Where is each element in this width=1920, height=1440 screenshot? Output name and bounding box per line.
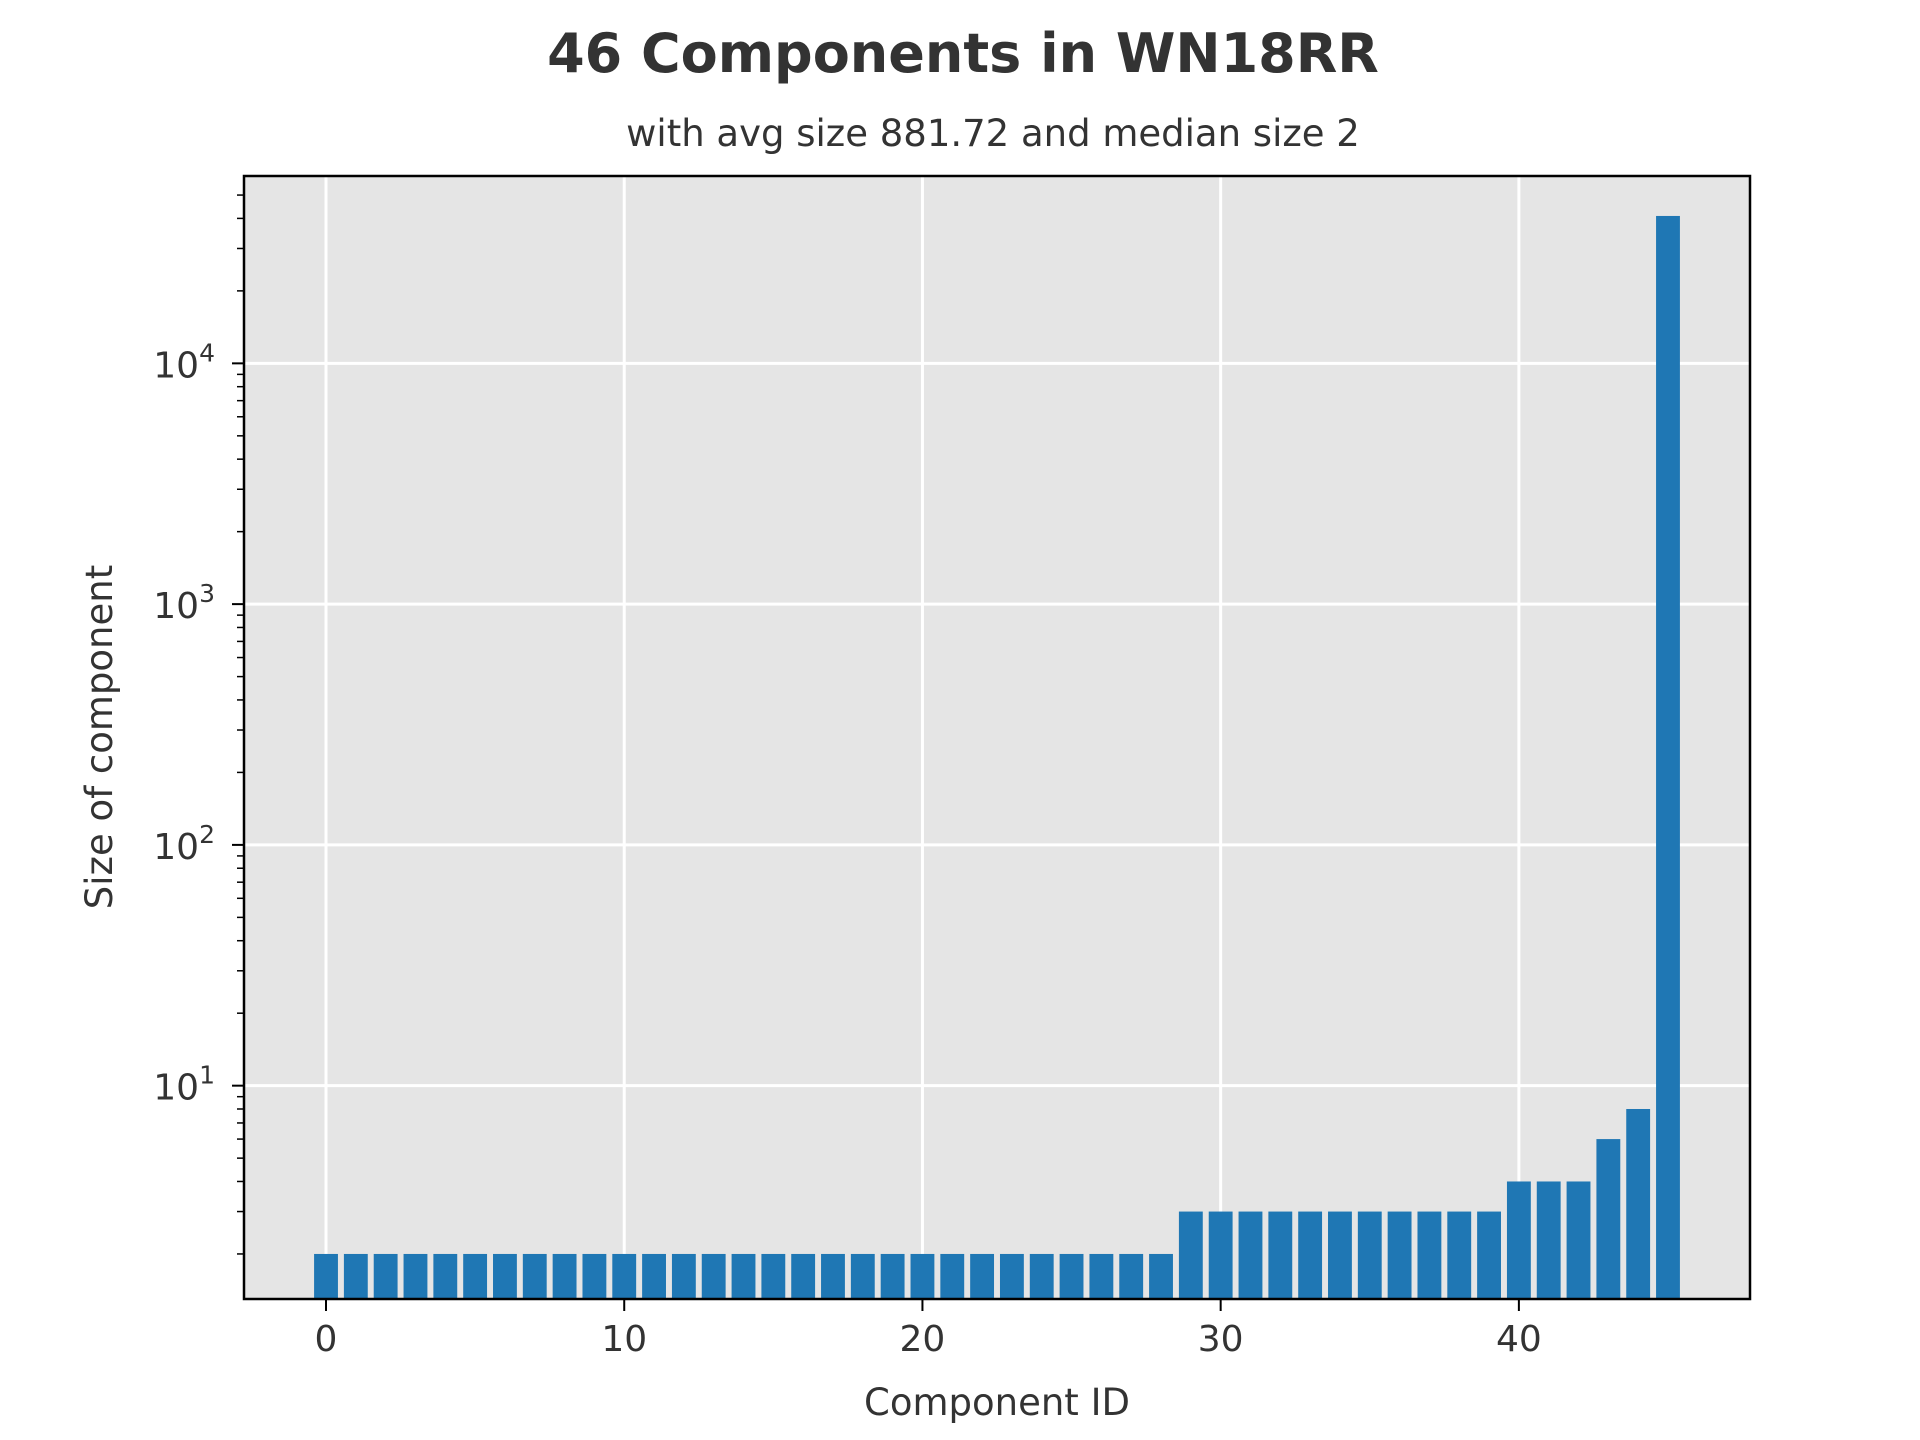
bar — [1208, 1211, 1233, 1299]
bar — [1238, 1211, 1263, 1299]
bar — [1447, 1211, 1472, 1299]
bar — [1477, 1211, 1501, 1299]
bar — [1029, 1253, 1054, 1299]
bar — [582, 1253, 607, 1299]
x-tick-label: 10 — [601, 1319, 647, 1360]
x-tick-label: 0 — [315, 1319, 338, 1360]
bar — [970, 1253, 995, 1299]
y-tick-label: 101 — [153, 1061, 215, 1109]
bar — [731, 1253, 756, 1299]
bar — [1328, 1211, 1352, 1299]
bar — [314, 1253, 338, 1299]
y-tick-label: 104 — [153, 338, 215, 386]
axis-ticks: 0 10 20 30 40 101 102 103 104 — [153, 194, 1542, 1360]
bar — [1566, 1181, 1591, 1299]
bar — [1149, 1253, 1173, 1299]
plot-area — [244, 176, 1750, 1299]
bar — [1268, 1211, 1293, 1299]
bar — [522, 1253, 547, 1299]
bar — [1059, 1253, 1084, 1299]
bar — [671, 1253, 696, 1299]
y-axis-label: Size of component — [78, 565, 121, 909]
x-tick-label: 40 — [1496, 1319, 1542, 1360]
bar — [940, 1253, 965, 1299]
bar — [821, 1253, 845, 1299]
bar — [701, 1253, 726, 1299]
bar — [343, 1253, 368, 1299]
chart-subtitle: with avg size 881.72 and median size 2 — [626, 112, 1360, 155]
y-tick-label: 103 — [153, 579, 215, 627]
x-axis-label: Component ID — [864, 1381, 1130, 1424]
bar — [1357, 1211, 1382, 1299]
bar — [403, 1253, 428, 1299]
bar — [1417, 1211, 1442, 1299]
bar — [642, 1253, 666, 1299]
bar — [1178, 1211, 1203, 1299]
x-tick-label: 30 — [1198, 1319, 1244, 1360]
grid-lines — [244, 176, 1750, 1299]
bar — [1387, 1211, 1412, 1299]
y-tick-label: 102 — [153, 820, 215, 868]
bar — [1626, 1108, 1651, 1299]
bar — [1506, 1181, 1531, 1299]
bar — [463, 1253, 488, 1299]
bar — [850, 1253, 875, 1299]
bar — [552, 1253, 577, 1299]
bar — [880, 1253, 905, 1299]
bar — [433, 1253, 458, 1299]
x-tick-label: 20 — [900, 1319, 946, 1360]
bar — [373, 1253, 398, 1299]
plot-frame — [242, 174, 1752, 1301]
bar — [791, 1253, 816, 1299]
bar — [761, 1253, 786, 1299]
bar — [1536, 1181, 1561, 1299]
bar — [612, 1253, 637, 1299]
bar — [999, 1253, 1024, 1299]
bar — [1089, 1253, 1114, 1299]
bar — [1298, 1211, 1323, 1299]
bar — [1596, 1139, 1621, 1299]
chart-title: 46 Components in WN18RR — [547, 22, 1379, 85]
bar — [1119, 1253, 1144, 1299]
bar — [910, 1253, 935, 1299]
bars — [314, 215, 1680, 1299]
bar — [493, 1253, 517, 1299]
bar — [1656, 215, 1680, 1299]
